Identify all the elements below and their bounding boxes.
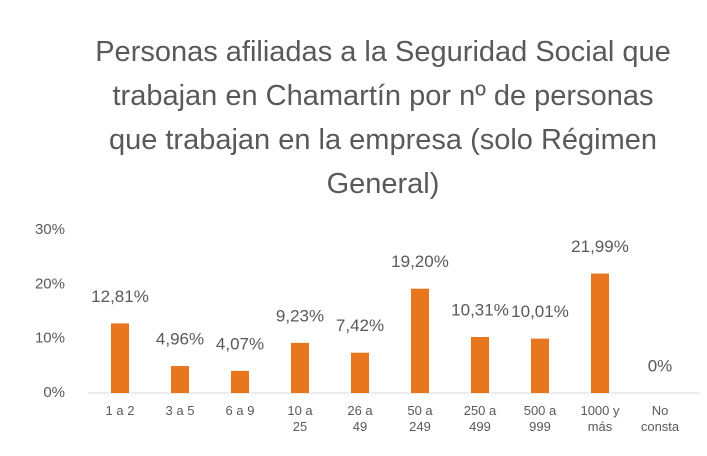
value-label: 9,23% xyxy=(276,306,324,325)
bar xyxy=(291,342,309,393)
y-tick-label: 10% xyxy=(35,330,65,347)
x-tick-label: 1000 y más xyxy=(580,403,620,434)
y-tick-label: 30% xyxy=(35,221,65,238)
x-tick-label: 50 a 249 xyxy=(407,403,433,434)
bar xyxy=(591,273,609,393)
value-label: 0% xyxy=(648,356,673,375)
x-tick-label: 1 a 2 xyxy=(105,403,135,418)
bar xyxy=(411,288,429,393)
value-label: 4,96% xyxy=(156,330,204,349)
y-tick-label: 0% xyxy=(43,384,65,401)
value-label: 4,07% xyxy=(216,334,264,353)
chart-title: Personas afiliadas a la Seguridad Social… xyxy=(95,36,671,200)
y-tick-label: 20% xyxy=(35,275,65,292)
bar xyxy=(531,338,549,393)
x-tick-label: 3 a 5 xyxy=(165,403,195,418)
bar xyxy=(111,323,129,393)
x-tick-label: 26 a 49 xyxy=(347,403,373,434)
bar xyxy=(471,336,489,393)
x-tick-label: 250 a 499 xyxy=(463,403,497,434)
bar xyxy=(171,366,189,393)
value-label: 7,42% xyxy=(336,316,384,335)
x-tick-label: No consta xyxy=(640,403,680,434)
value-label: 12,81% xyxy=(91,287,149,306)
value-label: 10,31% xyxy=(451,300,509,319)
x-tick-label: 500 a 999 xyxy=(523,403,557,434)
value-label: 19,20% xyxy=(391,252,449,271)
x-tick-label: 10 a 25 xyxy=(287,403,313,434)
value-label: 10,01% xyxy=(511,302,569,321)
bar xyxy=(231,370,249,393)
value-label: 21,99% xyxy=(571,237,629,256)
bar xyxy=(351,352,369,393)
x-tick-label: 6 a 9 xyxy=(225,403,255,418)
